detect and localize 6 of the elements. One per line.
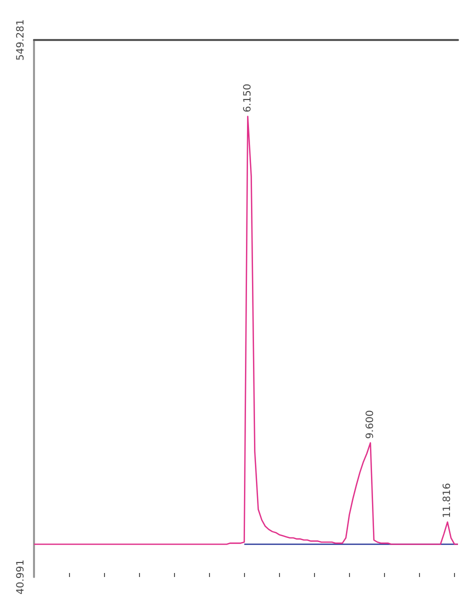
y-tick-label: 549.281 — [16, 19, 26, 61]
annotation: 9.600 — [364, 410, 376, 439]
annotation: 11.816 — [442, 483, 453, 518]
annotation: 6.150 — [242, 84, 254, 112]
line-series — [33, 116, 459, 545]
y-tick-label: 40.991 — [16, 560, 26, 594]
